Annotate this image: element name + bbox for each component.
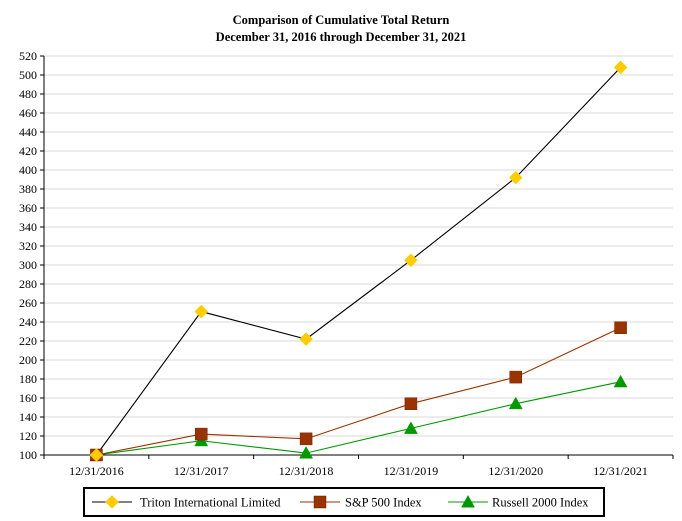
x-tick-label: 12/31/2019 [384,464,439,478]
data-point-sp500 [195,427,208,441]
x-tick-label: 12/31/2016 [69,464,124,478]
y-tick-label: 160 [19,391,37,405]
data-point-russell2000 [403,421,418,434]
y-tick-label: 200 [19,353,37,367]
x-tick-label: 12/31/2018 [279,464,334,478]
series-line-triton [95,67,621,456]
y-tick-label: 220 [19,334,37,348]
y-tick-label: 380 [19,182,37,196]
data-point-russell2000 [299,446,314,459]
y-tick-label: 300 [19,258,37,272]
legend-box [83,487,605,517]
y-tick-label: 440 [19,125,37,139]
y-tick-label: 260 [19,296,37,310]
legend-label-triton: Triton International Limited [140,496,281,510]
legend-marker-russell2000 [461,494,475,508]
y-tick-label: 500 [19,68,37,82]
series-line-sp500 [96,327,621,456]
y-tick-label: 280 [19,277,37,291]
grid-layer [44,55,673,456]
y-tick-label: 180 [19,372,37,386]
y-tick-label: 520 [19,49,37,63]
x-tick-label: 12/31/2017 [174,464,229,478]
data-point-triton [404,253,418,268]
y-tick-label: 460 [19,106,37,120]
series-layer [89,60,628,462]
legend-label-sp500: S&P 500 Index [345,496,422,510]
data-point-triton [508,170,523,185]
legend-marker-triton [105,495,119,509]
data-point-sp500 [614,321,627,334]
y-tick-label: 400 [19,163,37,177]
x-tick-label: 12/31/2021 [593,464,648,478]
y-tick-label: 420 [19,144,37,158]
y-tick-label: 360 [19,201,37,215]
y-tick-label: 320 [19,239,37,253]
x-tick-label: 12/31/2020 [488,464,543,478]
legend: Triton International Limited S&P 500 Inde… [83,487,605,517]
legend-marker-sp500 [313,495,327,509]
data-point-sp500 [299,432,313,446]
y-tick-label: 100 [19,448,37,462]
data-point-russell2000 [613,374,628,388]
data-point-triton [194,304,209,319]
chart-subtitle: December 31, 2016 through December 31, 2… [216,30,467,44]
data-point-russell2000 [508,396,523,410]
chart-title: Comparison of Cumulative Total Return [233,13,450,27]
y-tick-label: 240 [19,315,37,329]
legend-label-russell2000: Russell 2000 Index [492,496,589,510]
data-point-triton [89,448,104,462]
data-point-triton [613,60,628,75]
series-line-russell2000 [96,381,621,456]
y-tick-label: 120 [19,429,37,443]
data-point-sp500 [404,397,418,410]
y-tick-label: 140 [19,410,37,424]
data-point-triton [299,332,313,346]
data-point-sp500 [509,370,522,384]
axis-layer: 100 120 140 160 180 200 220 240 260 280 300 320 340 3… [19,49,674,478]
y-tick-label: 340 [19,220,37,234]
y-tick-label: 480 [19,87,37,101]
